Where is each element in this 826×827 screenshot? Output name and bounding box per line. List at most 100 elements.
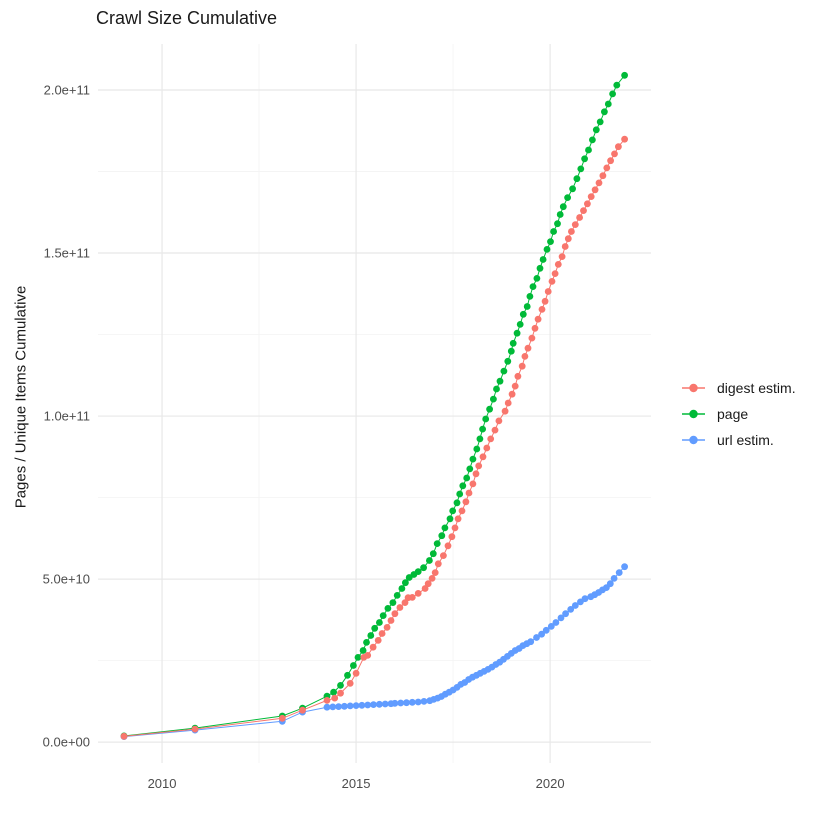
y-tick-label: 2.0e+11 [44,82,90,97]
data-point [476,435,484,443]
x-tick-label: 2020 [536,776,565,791]
data-point [469,480,477,488]
data-point [391,610,399,618]
data-point [403,699,410,707]
data-point [567,606,575,613]
data-point [562,610,569,618]
data-point [500,367,508,375]
data-point [359,647,367,654]
legend-item-digest-estim: digest estim. [681,380,796,396]
data-point [518,362,526,370]
data-point [610,575,618,582]
data-point [526,293,534,300]
data-point [376,700,383,708]
data-point [519,310,527,318]
legend-item-page: page [681,406,796,422]
data-point [363,639,370,646]
data-point [550,228,557,235]
data-point [401,599,409,606]
data-point [479,425,486,433]
data-point [544,288,552,295]
data-point [354,654,362,661]
data-point [557,614,565,622]
data-point [496,377,504,385]
data-point [548,278,556,285]
data-point [609,90,616,98]
legend-item-label: url estim. [717,432,774,448]
data-point [393,592,401,599]
data-point [364,652,372,659]
legend-key-icon [682,383,705,393]
data-point [527,638,535,646]
data-point [615,143,622,151]
chart-title: Crawl Size Cumulative [96,8,278,28]
data-point [486,405,493,413]
series-page [120,71,628,740]
data-point [440,552,447,559]
data-point [539,256,547,263]
data-point [434,560,442,568]
y-tick-label: 1.0e+11 [44,409,90,424]
data-point [536,264,544,272]
data-point [554,261,562,268]
data-point [495,417,503,425]
data-point [556,211,564,218]
data-point [420,698,428,705]
data-point [330,688,337,696]
data-point [421,585,429,592]
data-point [508,390,516,398]
data-point [335,703,342,710]
data-point [379,612,387,619]
data-point [551,270,559,277]
legend: digest estim. page url estim. [681,380,796,448]
data-point [547,623,555,630]
data-point [523,303,531,310]
data-point [451,524,459,532]
data-point [491,426,499,434]
data-point [428,575,436,582]
data-point [596,118,604,126]
data-point [558,253,566,260]
data-point [329,703,337,711]
data-point [469,455,477,463]
data-point [615,569,623,576]
data-point [516,321,524,328]
axis-labels: 0.0e+00 5.0e+10 1.0e+11 1.5e+11 2.0e+11 2010 2… [43,82,565,791]
data-point [278,714,286,722]
data-point [542,626,550,634]
data-point [601,108,608,116]
data-point [465,489,473,497]
data-point [370,701,377,708]
data-point [514,372,522,380]
data-point [429,550,437,558]
data-point [337,682,344,689]
data-point [449,507,457,515]
data-point [604,100,612,108]
data-point [475,462,483,470]
legend-key-icon [682,409,705,419]
data-point [483,444,491,452]
data-point [381,700,389,708]
x-tick-label: 2015 [342,776,371,791]
data-point [441,524,449,532]
data-point [591,186,599,194]
data-point [323,703,331,711]
data-point [603,164,611,172]
data-point [383,624,391,631]
data-point [352,669,360,677]
data-point [191,725,199,733]
data-point [599,172,607,180]
data-point [564,235,572,243]
data-point [554,220,561,228]
legend-key-icon [682,435,705,445]
data-point [490,395,497,403]
data-point [448,533,456,541]
data-point [331,694,339,702]
data-point [414,590,422,597]
y-tick-label: 0.0e+00 [43,735,90,750]
data-point [387,617,395,624]
data-point [397,699,405,707]
data-point [344,671,351,679]
data-point [408,698,416,706]
data-point [367,632,375,639]
